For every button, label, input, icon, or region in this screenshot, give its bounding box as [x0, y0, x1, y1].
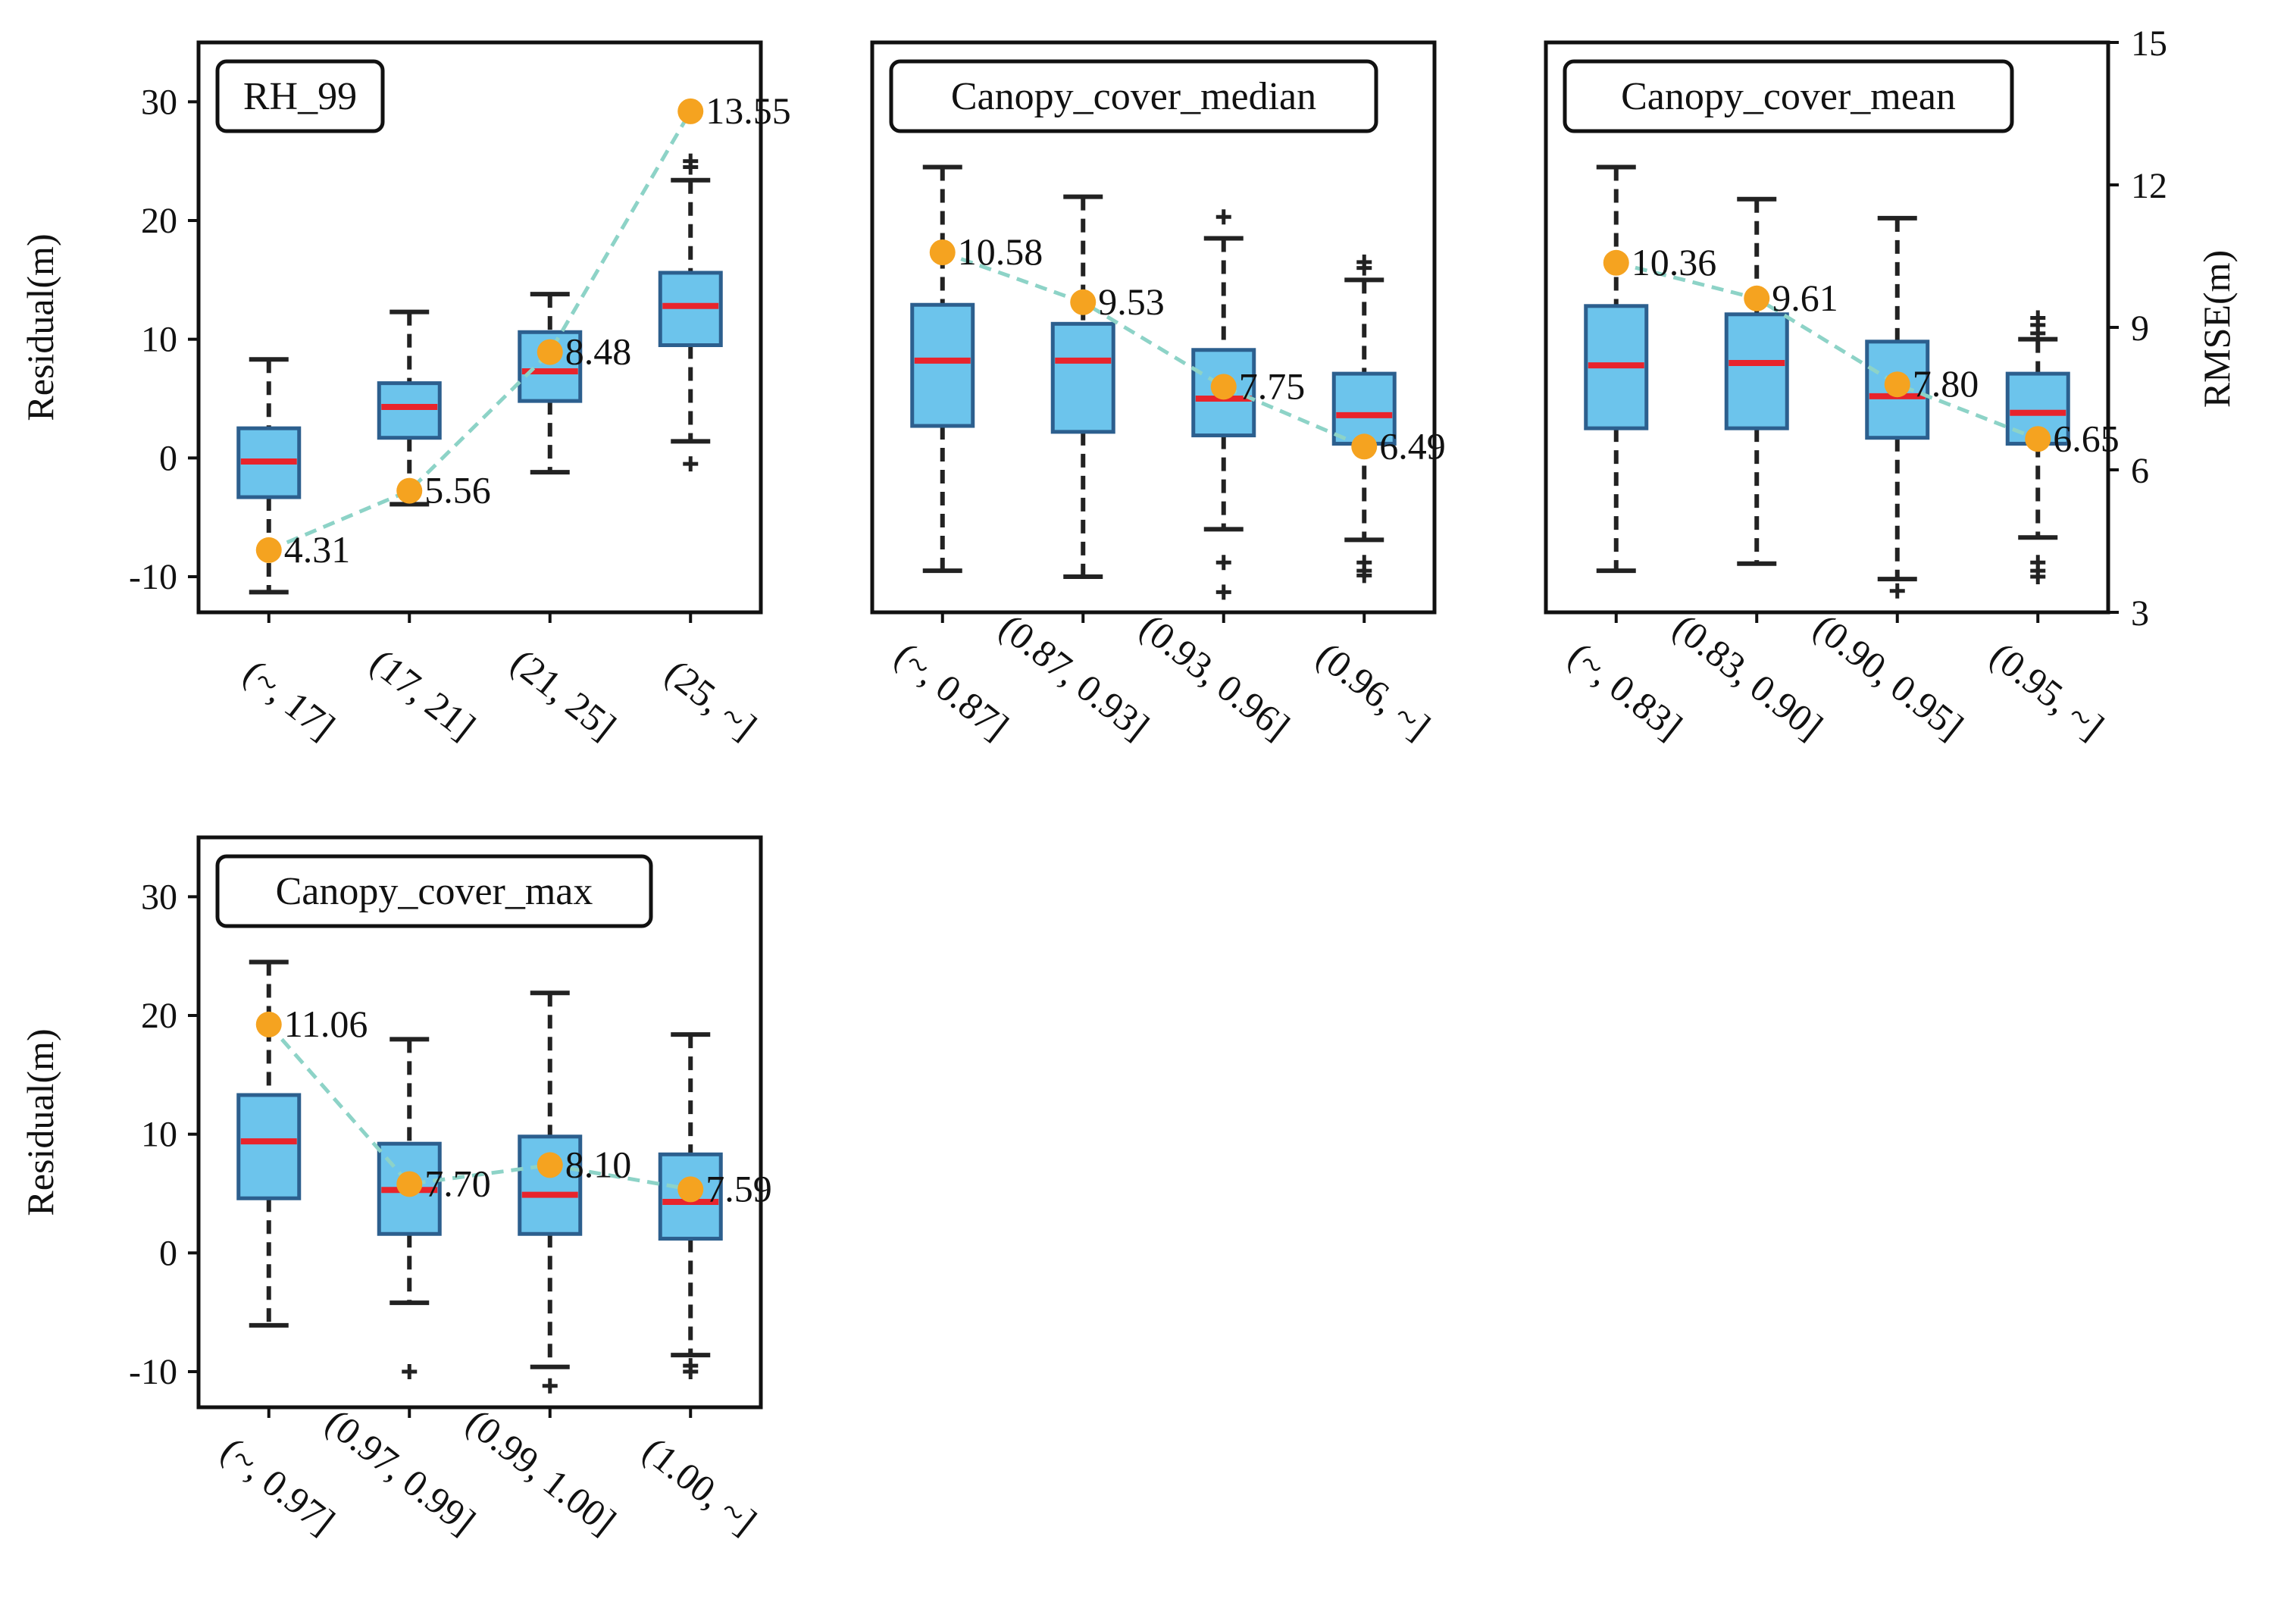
- rmse-value-label: 9.53: [1098, 280, 1165, 323]
- rmse-marker: [1744, 285, 1770, 311]
- box-1: [236, 959, 302, 1328]
- plot-frame: [196, 835, 763, 1410]
- rmse-value-label: 11.06: [284, 1003, 368, 1045]
- y2-tick-label: 9: [2131, 308, 2149, 349]
- y-tick-label: 20: [141, 201, 177, 241]
- outlier-marker: [683, 153, 699, 169]
- rmse-marker: [677, 1176, 704, 1203]
- y2-tick-label: 3: [2131, 593, 2149, 634]
- rmse-line: [1616, 261, 2039, 441]
- panel-title: Canopy_cover_max: [276, 870, 593, 913]
- plot-frame: [196, 40, 763, 615]
- rmse-value-label: 7.75: [1239, 365, 1306, 407]
- rmse-marker: [1070, 289, 1097, 315]
- plot-frame: [870, 40, 1437, 615]
- outlier-marker: [542, 1378, 558, 1394]
- rmse-marker: [396, 477, 423, 504]
- panel-title: Canopy_cover_mean: [1621, 75, 1956, 118]
- panel-title: RH_99: [243, 75, 357, 118]
- rmse-marker: [537, 339, 563, 365]
- plot-frame: [1544, 40, 2110, 615]
- rmse-value-label: 13.55: [705, 89, 791, 132]
- rmse-marker: [1351, 433, 1378, 460]
- rmse-value-label: 9.61: [1772, 277, 1838, 319]
- rmse-marker: [1210, 374, 1237, 400]
- y-tick-label: 10: [141, 320, 177, 360]
- rmse-marker: [537, 1152, 563, 1178]
- box-1: [910, 164, 975, 574]
- box-body: [1724, 312, 1789, 430]
- outlier-marker: [1215, 555, 1231, 571]
- outlier-marker: [683, 456, 699, 472]
- y-tick-label: 30: [141, 82, 177, 122]
- rmse-marker: [255, 1011, 282, 1037]
- y-tick-label: 20: [141, 996, 177, 1036]
- panel-title-box: [215, 854, 653, 928]
- rmse-marker: [1603, 249, 1629, 276]
- box-4: [1331, 254, 1397, 584]
- outlier-marker: [1889, 583, 1905, 599]
- panel-title: Canopy_cover_median: [951, 75, 1316, 118]
- outlier-marker: [1215, 584, 1231, 600]
- rmse-value-label: 4.31: [284, 528, 351, 571]
- outlier-marker: [1356, 568, 1372, 584]
- rmse-value-label: 5.56: [424, 469, 491, 512]
- rmse-marker: [2025, 426, 2051, 452]
- y2-axis-title: RMSE(m): [2195, 250, 2238, 408]
- y-tick-label: 30: [141, 877, 177, 917]
- y-tick-label: -10: [129, 1352, 177, 1392]
- y-axis-title: Residual(m): [19, 1028, 61, 1216]
- rmse-value-label: 10.58: [958, 230, 1043, 273]
- y-tick-label: 0: [159, 1233, 177, 1273]
- box-1: [236, 357, 302, 595]
- y2-tick-label: 15: [2131, 23, 2167, 64]
- y2-tick-label: 6: [2131, 451, 2149, 491]
- box-4: [658, 1032, 723, 1379]
- rmse-value-label: 10.36: [1632, 241, 1717, 283]
- rmse-value-label: 7.70: [424, 1162, 491, 1204]
- box-body: [1050, 321, 1115, 434]
- outlier-marker: [2030, 310, 2046, 326]
- box-1: [1584, 164, 1649, 574]
- rmse-line: [267, 1023, 691, 1191]
- y2-tick-label: 12: [2131, 166, 2167, 206]
- outlier-marker: [683, 1364, 699, 1379]
- y-tick-label: 10: [141, 1115, 177, 1155]
- box-body: [236, 1093, 302, 1200]
- outlier-marker: [1356, 254, 1372, 270]
- box-2: [1724, 196, 1789, 566]
- rmse-marker: [396, 1171, 423, 1197]
- rmse-value-label: 8.10: [565, 1143, 632, 1185]
- y-tick-label: -10: [129, 557, 177, 597]
- rmse-marker: [677, 98, 704, 124]
- panel-title-box: [1563, 59, 2014, 133]
- panel-title-box: [889, 59, 1378, 133]
- y-axis-title: Residual(m): [19, 233, 61, 421]
- panel-title-box: [215, 59, 385, 133]
- outlier-marker: [2030, 569, 2046, 584]
- rmse-value-label: 8.48: [565, 330, 632, 373]
- box-body: [1331, 371, 1397, 446]
- box-body: [377, 381, 442, 440]
- box-4: [658, 153, 723, 472]
- rmse-marker: [1884, 371, 1910, 398]
- box-2: [1050, 194, 1115, 579]
- rmse-marker: [255, 537, 282, 563]
- y-tick-label: 0: [159, 438, 177, 478]
- outlier-marker: [402, 1364, 418, 1379]
- rmse-value-label: 7.80: [1913, 362, 1979, 405]
- outlier-marker: [1215, 209, 1231, 225]
- box-body: [910, 302, 975, 428]
- rmse-marker: [929, 239, 956, 265]
